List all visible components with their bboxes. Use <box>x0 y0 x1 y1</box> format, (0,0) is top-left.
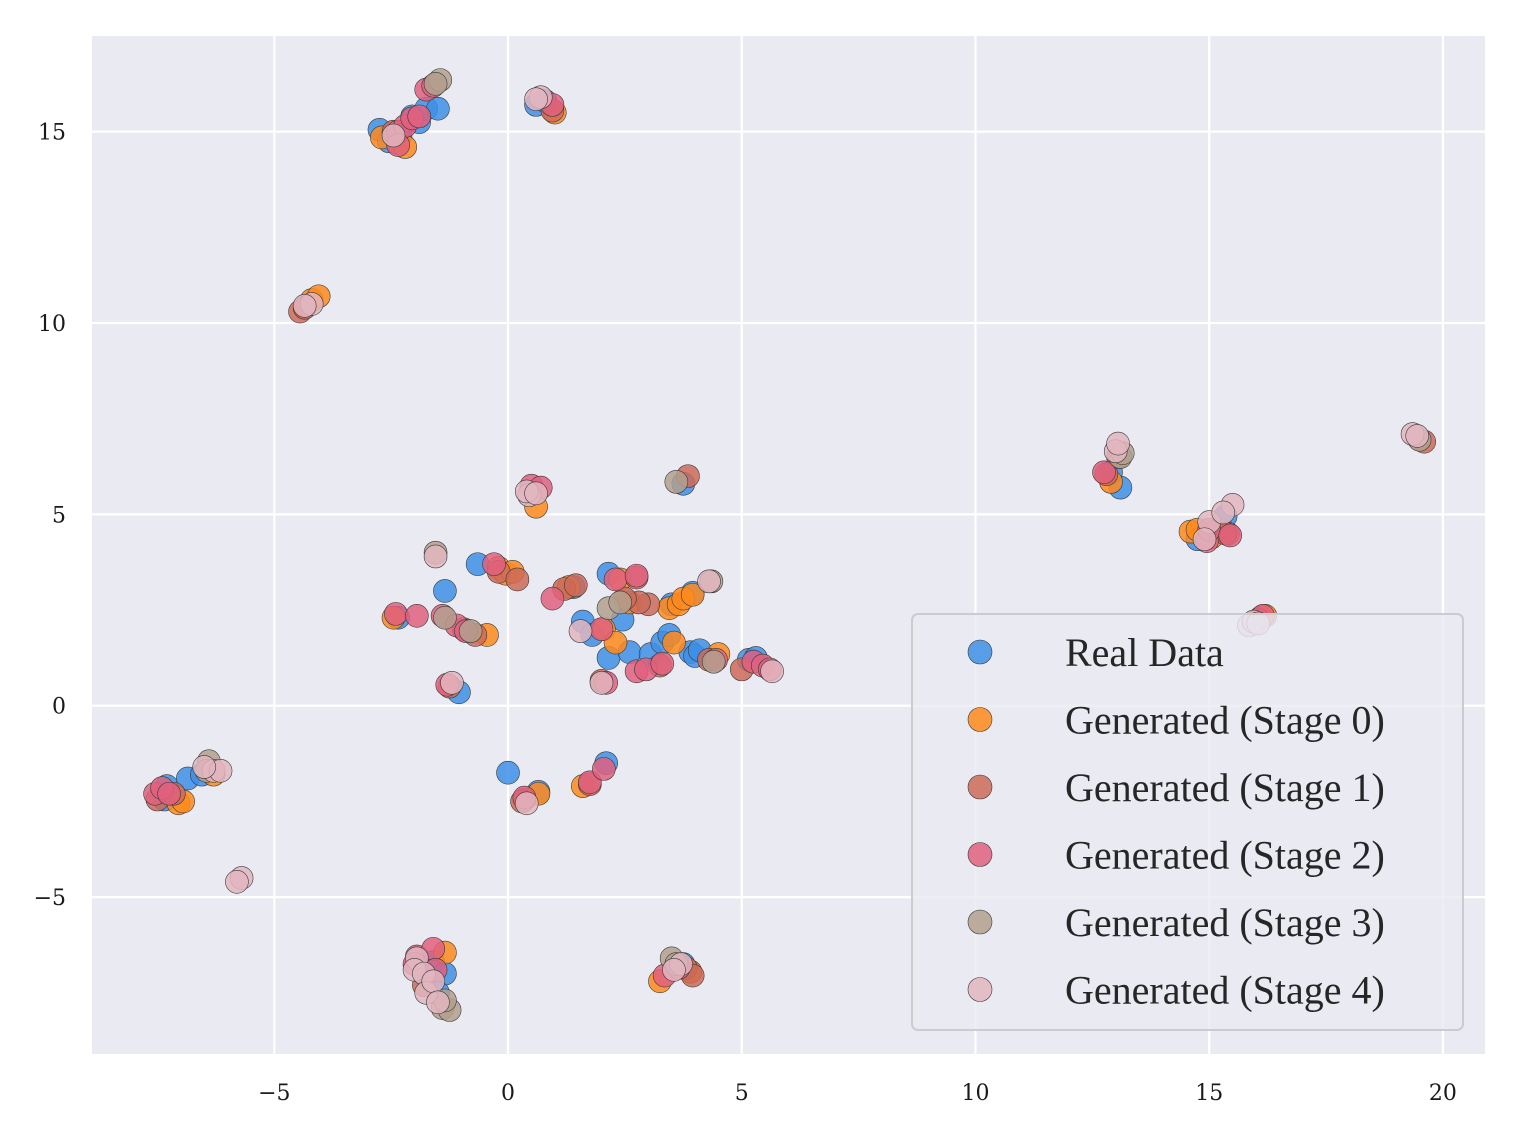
tick-labels: −5 0 5 10 15 20 −5 0 5 10 15 <box>34 121 1457 1106</box>
x-tick-label: 20 <box>1429 1081 1457 1106</box>
y-tick-label: 10 <box>38 312 66 337</box>
y-tick-label: −5 <box>34 886 66 911</box>
legend-marker <box>967 639 993 665</box>
data-point <box>384 602 408 626</box>
y-tick-label: 0 <box>52 695 66 720</box>
data-point <box>423 544 448 569</box>
data-point <box>760 659 784 684</box>
data-point <box>603 567 628 592</box>
data-point <box>505 567 530 592</box>
data-point <box>458 619 483 643</box>
data-point <box>440 670 464 695</box>
x-tick-label: 10 <box>961 1081 989 1106</box>
legend-label: Generated (Stage 1) <box>1065 765 1385 810</box>
data-point <box>423 72 448 96</box>
legend-label: Real Data <box>1065 630 1224 675</box>
legend-marker <box>967 774 993 800</box>
x-tick-label: 15 <box>1195 1081 1223 1106</box>
data-point <box>662 958 686 982</box>
data-point <box>608 590 633 615</box>
data-point <box>624 563 649 588</box>
data-point <box>564 573 588 597</box>
data-point <box>225 869 249 894</box>
data-point <box>680 582 705 607</box>
x-tick-label: −5 <box>258 1081 290 1106</box>
data-point <box>433 605 457 630</box>
legend-box <box>911 613 1464 1031</box>
data-point <box>482 552 506 576</box>
data-point <box>1211 500 1236 525</box>
x-tick-label: 0 <box>501 1081 515 1106</box>
data-point <box>496 760 520 785</box>
data-point <box>568 619 593 643</box>
data-point <box>1106 431 1130 456</box>
data-point <box>524 87 548 111</box>
legend-label: Generated (Stage 0) <box>1065 698 1385 743</box>
data-point <box>701 649 726 674</box>
data-point <box>292 294 317 318</box>
data-point <box>1192 527 1217 552</box>
data-points <box>143 68 1437 1022</box>
data-point <box>426 990 450 1015</box>
y-tick-label: 15 <box>38 121 66 146</box>
data-point <box>664 470 689 494</box>
data-point <box>592 757 616 781</box>
legend-label: Generated (Stage 2) <box>1065 833 1385 878</box>
legend: Real Data Generated (Stage 0) Generated (S… <box>911 613 1464 1031</box>
data-point <box>381 123 406 148</box>
legend-marker <box>967 977 993 1002</box>
gridlines <box>92 36 1485 1054</box>
data-point <box>662 630 686 655</box>
data-point <box>405 604 429 628</box>
data-point <box>407 104 432 129</box>
data-point <box>157 781 181 806</box>
data-point <box>421 969 446 994</box>
data-point <box>1218 523 1243 548</box>
data-point <box>524 481 548 506</box>
data-point <box>589 670 614 695</box>
y-tick-label: 5 <box>52 503 66 528</box>
legend-marker <box>967 707 993 732</box>
legend-label: Generated (Stage 4) <box>1065 968 1385 1013</box>
data-point <box>1405 424 1430 448</box>
data-point <box>540 586 565 611</box>
data-point <box>433 579 457 603</box>
legend-marker <box>967 909 993 935</box>
data-point <box>589 617 614 641</box>
legend-marker <box>967 842 993 867</box>
data-point <box>697 569 721 594</box>
x-tick-label: 5 <box>735 1081 749 1106</box>
data-point <box>1092 460 1116 485</box>
data-point <box>192 755 216 779</box>
legend-label: Generated (Stage 3) <box>1065 900 1385 945</box>
data-point <box>514 791 539 816</box>
data-point <box>650 651 675 676</box>
